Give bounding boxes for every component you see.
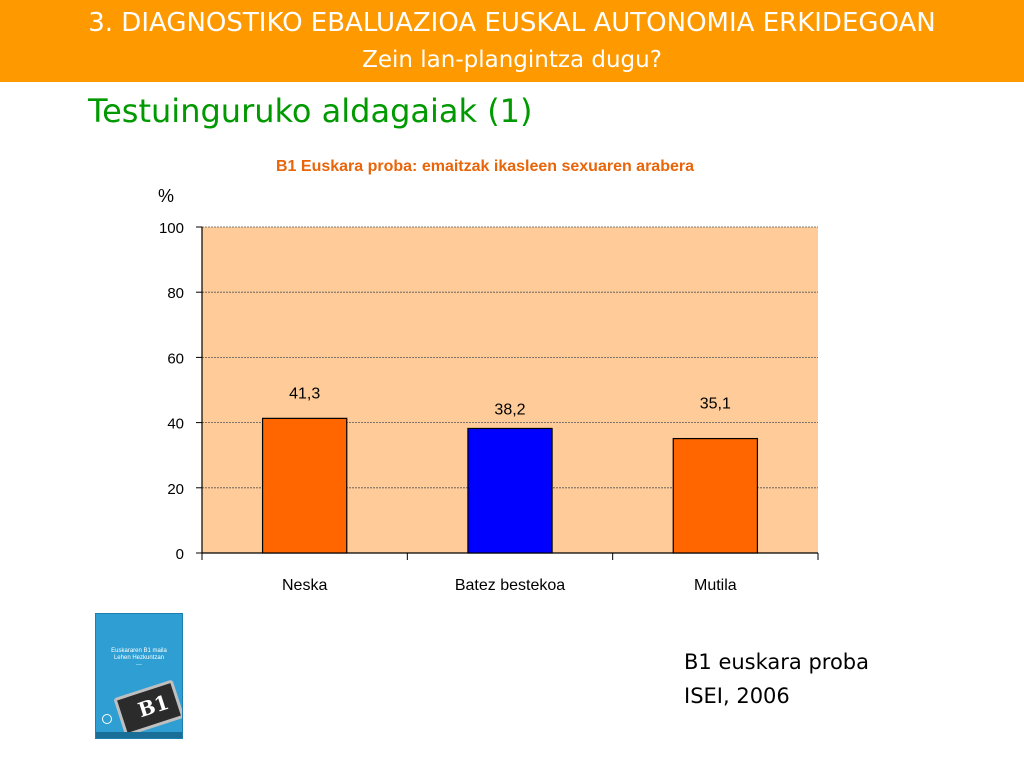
y-tick-label: 60 xyxy=(167,350,184,367)
book-cover-image: Euskararen B1 maila Lehen Hezkuntzan — B… xyxy=(96,614,182,738)
data-label: 35,1 xyxy=(700,396,731,413)
source-line-2: ISEI, 2006 xyxy=(684,684,790,708)
category-label: Batez bestekoa xyxy=(455,577,565,594)
y-tick-label: 80 xyxy=(167,285,184,302)
publisher-logo-icon xyxy=(102,714,112,724)
category-label: Mutila xyxy=(694,577,737,594)
source-line-1: B1 euskara proba xyxy=(684,650,870,674)
bar-batez-bestekoa xyxy=(467,427,553,554)
slide-title: Testuinguruko aldagaiak (1) xyxy=(88,92,533,130)
header-title: 3. DIAGNOSTIKO EBALUAZIOA EUSKAL AUTONOM… xyxy=(88,8,936,38)
y-tick-label: 0 xyxy=(176,546,184,563)
y-axis-label: % xyxy=(158,186,174,206)
y-tick-label: 20 xyxy=(167,481,184,498)
book-cover-subline: — xyxy=(136,662,142,668)
book-cover-title: Euskararen B1 maila Lehen Hezkuntzan — xyxy=(100,648,178,669)
header-subtitle: Zein lan-plangintza dugu? xyxy=(362,47,662,73)
chart-title: B1 Euskara proba: emaitzak ikasleen sexu… xyxy=(276,158,694,175)
y-tick-label: 40 xyxy=(167,416,184,433)
bar-neska xyxy=(261,417,348,554)
book-cover-line2: Lehen Hezkuntzan xyxy=(113,655,165,661)
category-label: Neska xyxy=(282,577,327,594)
slide-header: 3. DIAGNOSTIKO EBALUAZIOA EUSKAL AUTONOM… xyxy=(0,0,1024,82)
bar-mutila xyxy=(672,437,759,554)
y-tick-label: 100 xyxy=(159,220,184,237)
data-label: 38,2 xyxy=(494,401,525,418)
book-cover-line1: Euskararen B1 maila xyxy=(111,648,167,654)
book-cover-strip xyxy=(96,732,182,738)
data-label: 41,3 xyxy=(289,385,320,402)
